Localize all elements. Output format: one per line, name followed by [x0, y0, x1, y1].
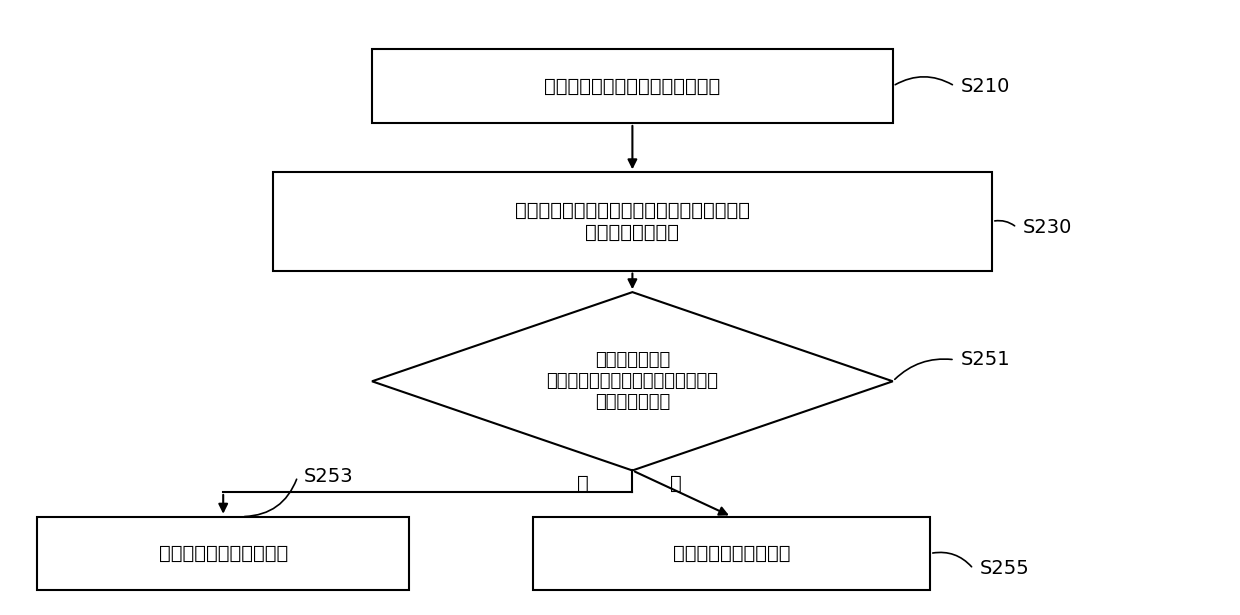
- Text: S251: S251: [961, 351, 1011, 369]
- Text: 接收数据传输装置传输的监测数据: 接收数据传输装置传输的监测数据: [544, 77, 720, 95]
- Text: S210: S210: [961, 77, 1011, 95]
- Bar: [533, 517, 930, 590]
- Text: S255: S255: [980, 560, 1029, 578]
- Text: 输出监测数据准确信息: 输出监测数据准确信息: [673, 544, 790, 563]
- Text: 输出监测数据不准确信息: 输出监测数据不准确信息: [159, 544, 288, 563]
- Text: S253: S253: [304, 467, 353, 486]
- Text: 接收数据传输装置传输的显示板截屏得到的显
示板现场截屏数据: 接收数据传输装置传输的显示板截屏得到的显 示板现场截屏数据: [515, 201, 750, 242]
- Polygon shape: [372, 292, 893, 470]
- Text: 判断监测数据的
故障信息与显示板现场截屏数据的故
障信息是否一致: 判断监测数据的 故障信息与显示板现场截屏数据的故 障信息是否一致: [547, 352, 718, 411]
- Text: 否: 否: [577, 474, 589, 493]
- Bar: [37, 517, 409, 590]
- Bar: [372, 49, 893, 123]
- Text: 是: 是: [670, 474, 681, 493]
- Bar: [273, 172, 992, 271]
- Text: S230: S230: [1023, 218, 1073, 237]
